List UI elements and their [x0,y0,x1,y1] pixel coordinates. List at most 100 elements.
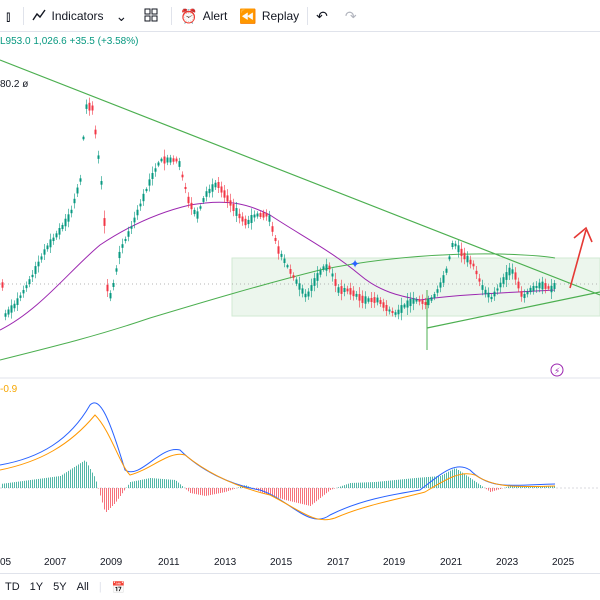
macd-histogram-bar [164,479,165,488]
eye-off-icon[interactable]: ø [22,79,29,90]
macd-histogram-bar [232,488,233,490]
macd-histogram-bar [86,461,87,488]
layout-icon [144,8,158,24]
macd-histogram-bar [192,488,193,494]
indicators-dropdown[interactable]: ⌄ [110,0,139,32]
candle-body [499,282,502,288]
candle-body [400,305,403,313]
macd-histogram-bar [220,488,221,493]
macd-histogram-bar [30,480,31,488]
candle-body [298,283,301,290]
macd-histogram-bar [552,486,553,488]
macd-histogram-bar [456,468,457,488]
range-all[interactable]: All [76,581,89,593]
macd-histogram-bar [96,481,97,488]
range-1y[interactable]: 1Y [29,581,44,593]
macd-histogram-bar [348,483,349,488]
macd-histogram-bar [178,482,179,488]
candle-body [103,218,106,226]
macd-histogram-bar [354,482,355,488]
candle-body [343,287,346,293]
macd-histogram-bar [536,486,537,488]
candle-body [424,302,427,305]
candle-body [484,289,487,295]
macd-histogram-bar [278,488,279,498]
macd-histogram-bar [18,481,19,488]
macd-histogram-bar [544,486,545,488]
candle-body [487,292,490,298]
range-td[interactable]: TD [5,581,20,593]
macd-histogram-bar [304,488,305,505]
candle-body [454,243,457,247]
replay-button[interactable]: ⏪ Replay [233,0,305,32]
macd-histogram-bar [534,486,535,488]
macd-histogram-bar [470,478,471,488]
candle-body [274,237,277,242]
macd-histogram-bar [82,461,83,488]
macd-histogram-bar [460,471,461,488]
ma-legend-value: 80.2 [0,79,20,90]
candle-body [364,296,367,304]
candle-body [328,265,331,270]
macd-histogram-bar [58,476,59,488]
candle-body [475,270,478,275]
candle-body [67,214,70,222]
macd-histogram-bar [216,488,217,494]
redo-button[interactable]: ↷ [339,0,368,32]
macd-histogram-bar [186,488,187,490]
macd-histogram-bar [26,480,27,488]
candle-body [70,209,73,214]
alert-button[interactable]: ⏰ Alert [174,0,233,32]
layout-button[interactable] [138,0,169,32]
bar-style-button[interactable]: ⫾ [0,0,21,32]
candle-body [349,288,352,295]
candle-body [370,297,373,303]
macd-pane [0,402,600,521]
macd-histogram-bar [542,486,543,488]
indicators-button[interactable]: Indicators [26,0,109,32]
macd-histogram-bar [454,468,455,488]
undo-button[interactable]: ↶ [310,0,339,32]
macd-histogram-bar [206,488,207,496]
macd-histogram-bar [290,488,291,502]
macd-histogram-bar [378,481,379,488]
candle-body [376,297,379,303]
macd-histogram-bar [376,481,377,488]
candle-body [16,298,19,306]
candle-body [58,228,61,235]
macd-histogram-bar [498,488,499,490]
macd-histogram-bar [222,488,223,493]
macd-histogram-bar [368,482,369,488]
macd-histogram-bar [554,486,555,488]
candle-body [394,312,397,315]
macd-histogram-bar [306,488,307,506]
candle-body [271,226,274,232]
macd-histogram-bar [106,488,107,512]
macd-histogram-bar [522,486,523,488]
candle-body [361,295,364,303]
candle-body [1,282,4,288]
range-5y[interactable]: 5Y [53,581,67,593]
macd-histogram-bar [488,488,489,491]
candle-body [184,186,187,190]
macd-histogram-bar [36,479,37,488]
macd-histogram-bar [480,485,481,488]
macd-histogram-bar [490,488,491,492]
candle-body [520,291,523,297]
candle-body [52,237,55,242]
candle-body [526,291,529,295]
macd-histogram-bar [284,488,285,500]
candle-body [469,259,472,265]
macd-histogram-bar [128,484,129,488]
macd-histogram-bar [66,472,67,488]
candle-body [460,248,463,257]
macd-histogram-bar [8,482,9,488]
macd-histogram-bar [270,488,271,496]
macd-histogram-bar [406,478,407,488]
macd-histogram-bar [266,488,267,495]
candle-body [91,105,94,111]
candle-body [334,279,337,286]
candle-body [40,256,43,260]
calendar-icon[interactable]: 📅 [111,581,126,594]
